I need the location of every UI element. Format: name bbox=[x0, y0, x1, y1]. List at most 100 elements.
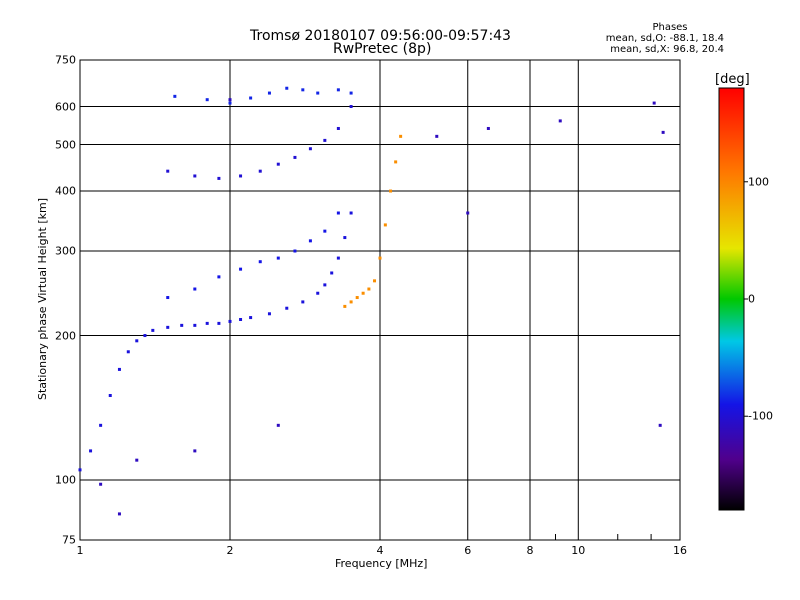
data-point bbox=[249, 96, 253, 100]
data-point bbox=[217, 275, 221, 279]
data-point bbox=[349, 105, 353, 109]
data-point bbox=[258, 169, 262, 173]
data-point bbox=[435, 134, 439, 138]
colorbar-tick-label: 100 bbox=[748, 175, 769, 189]
chart-title-line1: Tromsø 20180107 09:56:00-09:57:43 bbox=[250, 28, 511, 44]
data-point bbox=[399, 134, 403, 138]
data-point bbox=[78, 468, 82, 472]
data-point bbox=[180, 323, 184, 327]
data-point bbox=[378, 256, 382, 260]
colorbar bbox=[718, 87, 745, 511]
data-point bbox=[173, 94, 177, 98]
y-tick-label: 500 bbox=[55, 138, 76, 152]
data-point bbox=[323, 229, 327, 233]
data-point bbox=[343, 236, 347, 240]
chart-title-line2: RwPretec (8p) bbox=[333, 41, 432, 57]
data-point bbox=[267, 91, 271, 95]
data-point bbox=[658, 423, 662, 427]
data-point bbox=[486, 126, 490, 130]
data-point bbox=[558, 119, 562, 123]
data-point bbox=[349, 91, 353, 95]
data-point bbox=[228, 319, 232, 323]
x-tick-label: 6 bbox=[464, 544, 472, 557]
data-point bbox=[249, 316, 253, 320]
data-point bbox=[239, 267, 243, 271]
x-tick-label: 4 bbox=[376, 544, 384, 557]
data-point bbox=[99, 482, 103, 486]
data-point bbox=[193, 449, 197, 453]
y-axis-label: Stationary phase Virtual Height [km] bbox=[36, 197, 49, 400]
data-point bbox=[293, 249, 297, 253]
data-point bbox=[193, 174, 197, 178]
data-point bbox=[166, 325, 170, 329]
data-point bbox=[166, 169, 170, 173]
data-point bbox=[373, 279, 377, 283]
x-tick-label: 1 bbox=[76, 544, 84, 557]
data-point bbox=[336, 256, 340, 260]
data-point bbox=[661, 130, 665, 134]
data-point bbox=[361, 291, 365, 295]
x-tick-label: 2 bbox=[226, 544, 234, 557]
data-point bbox=[308, 239, 312, 243]
data-point bbox=[193, 323, 197, 327]
data-point bbox=[367, 287, 371, 291]
data-point bbox=[330, 271, 334, 275]
data-point bbox=[349, 300, 353, 304]
phase-stats-x: mean, sd,X: 96.8, 20.4 bbox=[610, 44, 724, 55]
phase-stats: Phases mean, sd,O: -88.1, 18.4 mean, sd,… bbox=[596, 22, 724, 55]
data-point bbox=[126, 350, 130, 354]
x-tick-label: 10 bbox=[571, 544, 586, 557]
data-point bbox=[285, 86, 289, 90]
y-tick-label: 300 bbox=[55, 244, 76, 258]
data-point bbox=[193, 287, 197, 291]
data-point bbox=[217, 321, 221, 325]
y-tick-label: 400 bbox=[55, 184, 76, 198]
data-point bbox=[239, 174, 243, 178]
data-point bbox=[343, 304, 347, 308]
data-point bbox=[285, 306, 289, 310]
data-point bbox=[355, 296, 359, 300]
data-point bbox=[228, 98, 232, 102]
data-point bbox=[301, 300, 305, 304]
data-point bbox=[228, 101, 232, 105]
x-tick-label: 8 bbox=[526, 544, 534, 557]
data-point bbox=[99, 423, 103, 427]
x-axis-label: Frequency [MHz] bbox=[335, 557, 428, 570]
phase-stats-o: mean, sd,O: -88.1, 18.4 bbox=[605, 33, 724, 44]
data-point bbox=[336, 88, 340, 92]
data-point bbox=[394, 160, 398, 164]
y-tick-label: 750 bbox=[55, 53, 76, 67]
y-tick-label: 100 bbox=[55, 473, 76, 487]
data-point bbox=[89, 449, 93, 453]
y-tick-label: 75 bbox=[62, 533, 76, 547]
data-point bbox=[117, 367, 121, 371]
colorbar-unit-label: [deg] bbox=[715, 72, 750, 87]
data-point bbox=[205, 98, 209, 102]
data-point bbox=[276, 423, 280, 427]
data-point bbox=[239, 317, 243, 321]
data-point bbox=[205, 321, 209, 325]
y-tick-label: 200 bbox=[55, 329, 76, 343]
phase-stats-header: Phases bbox=[652, 22, 688, 33]
data-point bbox=[316, 291, 320, 295]
data-point bbox=[135, 339, 139, 343]
colorbar-tick-label: 0 bbox=[748, 292, 755, 306]
data-point bbox=[166, 296, 170, 300]
colorbar-tick-label: -100 bbox=[748, 409, 773, 423]
data-point bbox=[258, 260, 262, 264]
data-point bbox=[276, 162, 280, 166]
data-point bbox=[135, 458, 139, 462]
data-point bbox=[323, 283, 327, 287]
data-point bbox=[652, 101, 656, 105]
data-point bbox=[336, 126, 340, 130]
data-point bbox=[383, 223, 387, 227]
data-point bbox=[301, 88, 305, 92]
data-point bbox=[389, 189, 393, 193]
data-point bbox=[276, 256, 280, 260]
data-point bbox=[117, 512, 121, 516]
y-tick-label: 600 bbox=[55, 100, 76, 114]
data-point bbox=[217, 176, 221, 180]
data-point bbox=[316, 91, 320, 95]
data-point bbox=[323, 138, 327, 142]
